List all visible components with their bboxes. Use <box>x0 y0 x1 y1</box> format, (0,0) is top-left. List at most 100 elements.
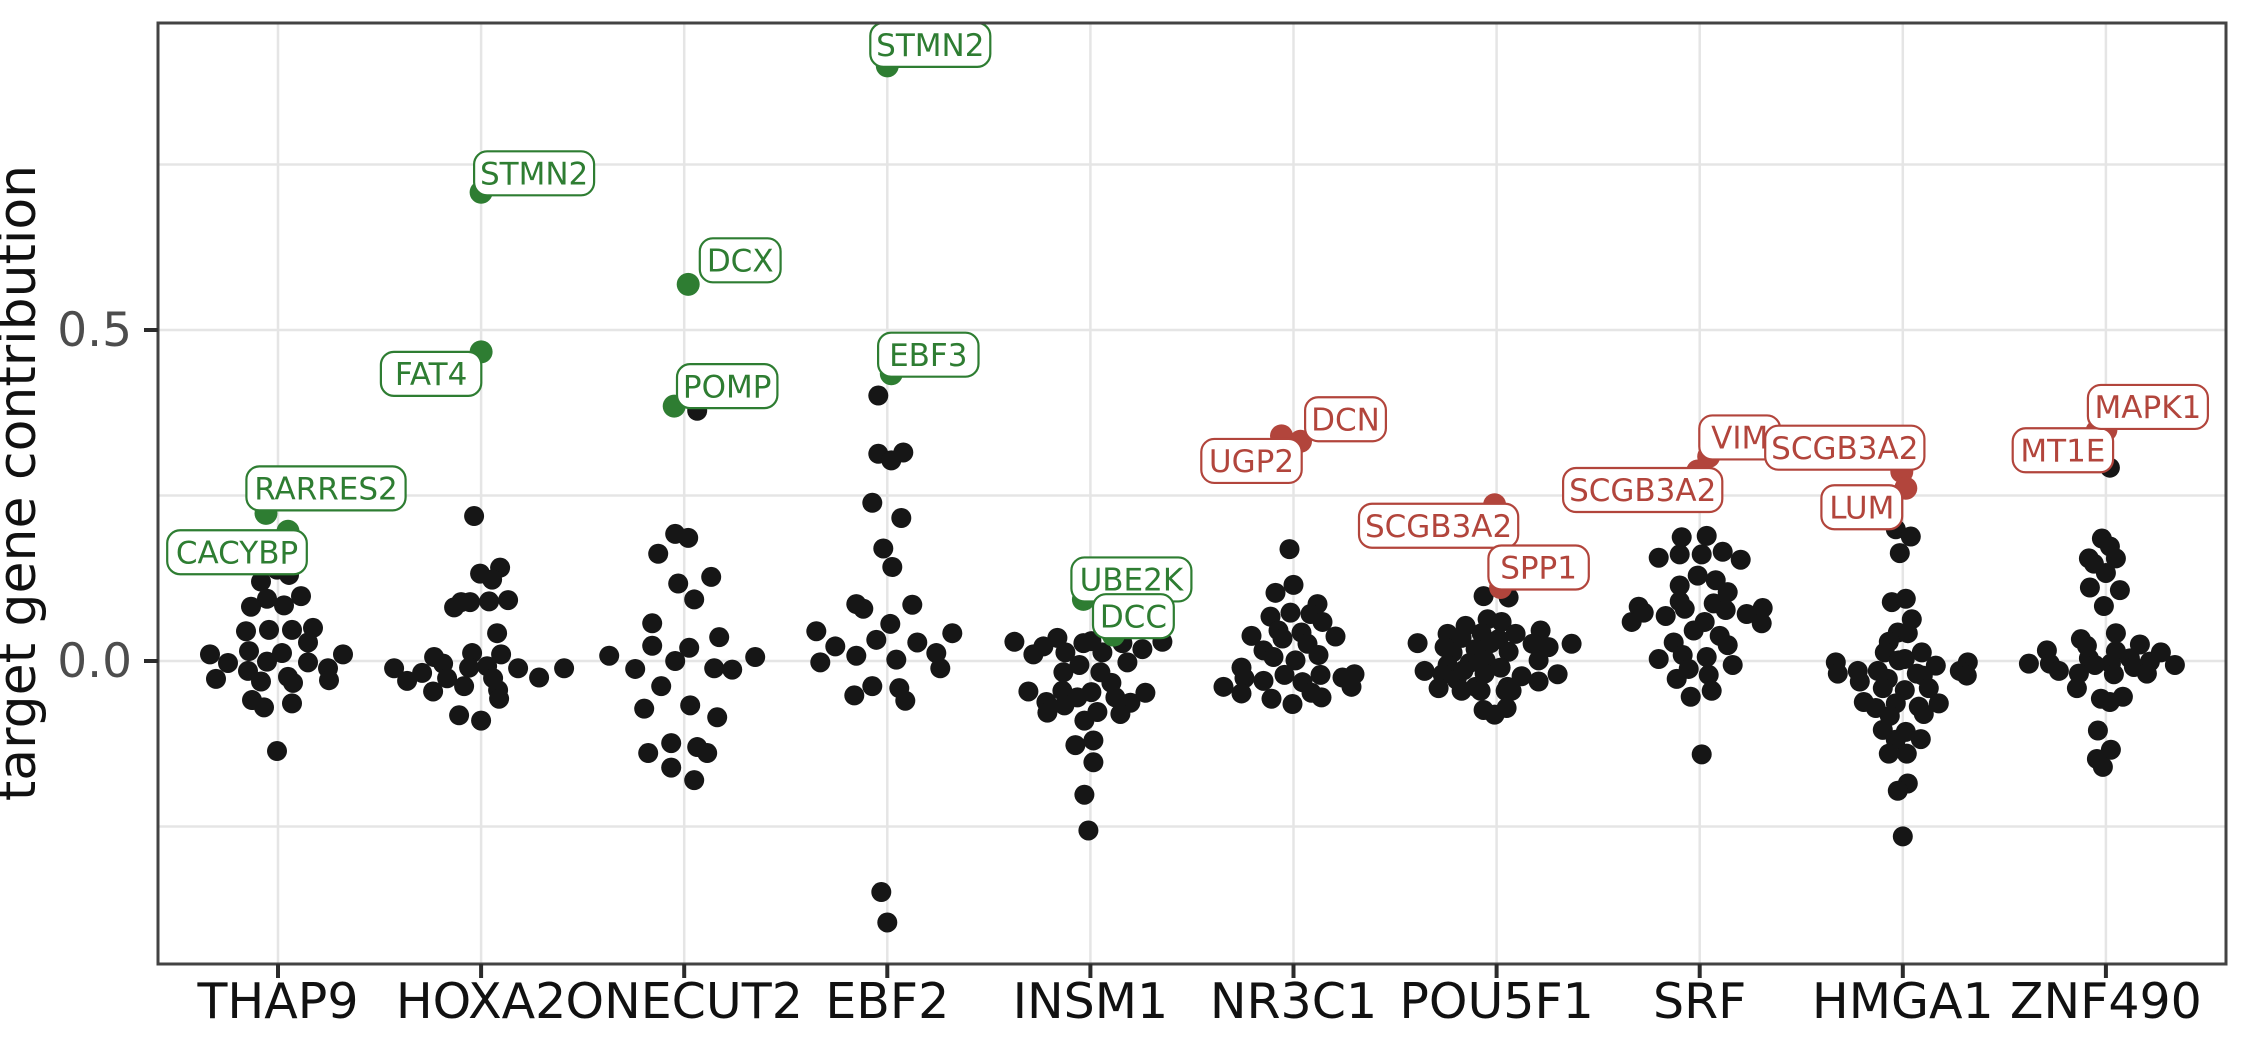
data-point <box>665 651 686 671</box>
data-point <box>1325 626 1346 647</box>
data-point <box>642 635 663 656</box>
data-point <box>1470 680 1491 701</box>
data-point <box>508 658 529 679</box>
data-point <box>882 556 903 577</box>
data-point <box>1674 598 1695 619</box>
gene-label-MAPK1: MAPK1 <box>2095 390 2202 426</box>
data-point <box>1081 682 1102 703</box>
data-point <box>1928 693 1949 714</box>
data-point <box>274 595 294 616</box>
data-point <box>259 619 279 640</box>
gene-label-box-MAPK1 <box>2086 383 2209 431</box>
data-point <box>1872 678 1893 699</box>
data-point <box>806 621 827 642</box>
data-point <box>1285 650 1306 671</box>
data-point <box>333 644 353 665</box>
data-point <box>2105 548 2126 569</box>
data-point <box>873 538 894 559</box>
data-point <box>634 698 655 719</box>
data-point <box>1308 645 1329 666</box>
data-point <box>1698 664 1719 685</box>
y-tick-label-0.0: 0.0 <box>57 634 132 689</box>
data-point <box>1511 666 1532 687</box>
data-point <box>1717 635 1738 656</box>
data-point <box>1453 660 1474 681</box>
data-point <box>2048 660 2069 681</box>
data-point <box>668 573 689 594</box>
data-point <box>745 647 766 668</box>
gene-label-box-SPP1 <box>1487 544 1590 591</box>
gene-label-box-UGP2 <box>1200 437 1303 485</box>
data-point <box>893 442 914 463</box>
data-point <box>1052 680 1073 701</box>
data-point <box>1895 588 1916 609</box>
data-point <box>1752 598 1773 619</box>
data-point <box>1712 541 1733 562</box>
data-point <box>825 636 846 657</box>
data-point <box>599 645 620 666</box>
data-point <box>902 594 923 615</box>
gene-label-DCX: DCX <box>707 243 774 279</box>
gene-label-box-FAT4 <box>379 350 483 397</box>
data-point <box>722 659 743 680</box>
data-point <box>482 569 503 590</box>
data-point <box>498 590 519 611</box>
data-point <box>206 668 226 689</box>
data-point <box>479 591 500 612</box>
data-point <box>886 649 907 670</box>
data-point <box>319 670 339 691</box>
data-point <box>2018 653 2039 674</box>
data-point <box>1528 650 1549 671</box>
data-point <box>1261 688 1282 709</box>
data-point <box>648 543 669 564</box>
data-point <box>1827 663 1848 684</box>
data-point <box>1666 668 1687 689</box>
data-point <box>1241 625 1262 646</box>
data-point <box>1910 729 1931 750</box>
gene-label-box-RARRES2 <box>245 465 407 512</box>
gene-label-box-SCGB3A2 <box>1357 502 1520 549</box>
data-point <box>491 644 512 665</box>
data-point <box>1896 743 1917 764</box>
data-point <box>1691 544 1712 565</box>
data-point <box>926 643 947 664</box>
data-point <box>2105 623 2126 644</box>
data-point <box>437 668 458 689</box>
data-point <box>1069 654 1090 675</box>
data-point <box>1717 582 1738 603</box>
data-point <box>1253 670 1274 691</box>
data-point <box>412 662 433 683</box>
data-point <box>2164 654 2185 675</box>
data-point <box>1892 826 1913 847</box>
data-point <box>1054 695 1075 716</box>
x-tick-label-SRF: SRF <box>1653 973 1746 1030</box>
points-layer <box>200 385 2185 933</box>
data-point <box>810 652 831 673</box>
data-point <box>449 705 470 726</box>
gene-label-box-DCN <box>1303 396 1387 443</box>
data-point <box>942 623 963 644</box>
gene-label-UGP2: UGP2 <box>1209 444 1294 480</box>
data-point <box>239 641 259 662</box>
data-point <box>2109 580 2130 601</box>
data-point <box>1311 687 1332 708</box>
data-point <box>1263 647 1284 668</box>
data-point <box>1648 649 1669 670</box>
data-point <box>1092 642 1113 663</box>
gene-label-box-EBF3 <box>876 331 980 378</box>
gene-label-box-MT1E <box>2011 427 2115 474</box>
data-point <box>1889 543 1910 564</box>
data-point <box>2112 686 2133 707</box>
data-point <box>1105 687 1126 708</box>
y-tick-label-0.5: 0.5 <box>57 303 132 358</box>
data-point <box>880 613 901 634</box>
data-point <box>684 770 705 791</box>
data-point <box>454 676 475 697</box>
data-point <box>1696 525 1717 546</box>
data-point <box>1561 633 1582 654</box>
gene-label-FAT4: FAT4 <box>395 357 467 393</box>
data-point <box>1522 633 1543 654</box>
data-point <box>1083 752 1104 773</box>
data-point <box>251 571 271 592</box>
data-point <box>1648 547 1669 568</box>
